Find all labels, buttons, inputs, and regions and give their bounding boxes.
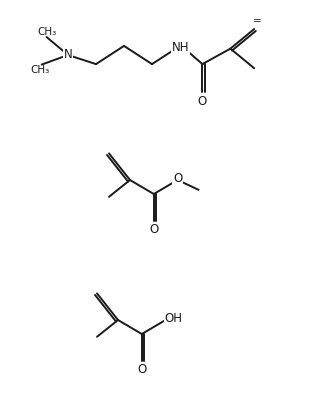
Text: OH: OH xyxy=(165,312,183,325)
Text: O: O xyxy=(173,171,182,185)
Text: O: O xyxy=(198,95,207,107)
Text: CH₃: CH₃ xyxy=(30,65,49,75)
Text: O: O xyxy=(149,223,158,236)
Text: =: = xyxy=(253,16,262,26)
Text: O: O xyxy=(137,363,146,376)
Text: NH: NH xyxy=(172,41,190,54)
Text: CH₃: CH₃ xyxy=(37,27,56,37)
Text: N: N xyxy=(64,49,72,61)
